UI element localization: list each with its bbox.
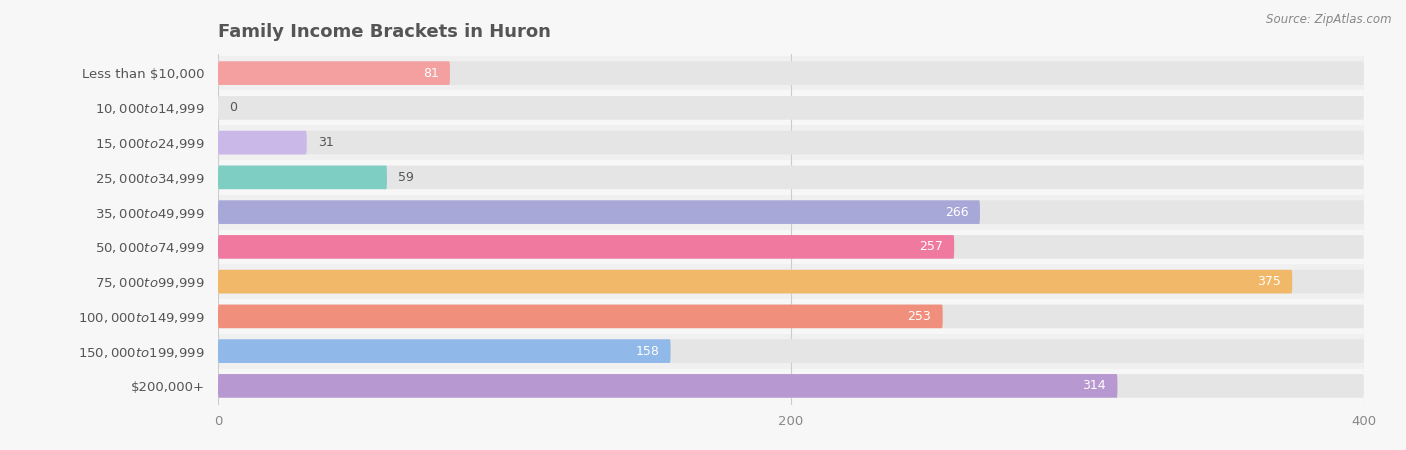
Bar	[218, 334, 1364, 369]
Text: 59: 59	[398, 171, 415, 184]
Text: Family Income Brackets in Huron: Family Income Brackets in Huron	[218, 23, 551, 41]
Bar	[218, 160, 1364, 195]
Bar	[218, 195, 1364, 230]
FancyBboxPatch shape	[218, 200, 980, 224]
FancyBboxPatch shape	[218, 339, 671, 363]
Text: 81: 81	[423, 67, 439, 80]
FancyBboxPatch shape	[218, 270, 1292, 293]
Bar	[218, 264, 1364, 299]
FancyBboxPatch shape	[218, 339, 1364, 363]
FancyBboxPatch shape	[218, 270, 1364, 293]
FancyBboxPatch shape	[218, 131, 1364, 154]
Text: 266: 266	[945, 206, 969, 219]
Text: 253: 253	[907, 310, 931, 323]
Text: 31: 31	[318, 136, 335, 149]
FancyBboxPatch shape	[218, 96, 1364, 120]
Text: Source: ZipAtlas.com: Source: ZipAtlas.com	[1267, 14, 1392, 27]
FancyBboxPatch shape	[218, 305, 1364, 328]
Bar	[218, 230, 1364, 264]
Bar	[218, 56, 1364, 90]
FancyBboxPatch shape	[218, 61, 1364, 85]
FancyBboxPatch shape	[218, 235, 955, 259]
Text: 257: 257	[920, 240, 942, 253]
FancyBboxPatch shape	[218, 131, 307, 154]
FancyBboxPatch shape	[218, 166, 387, 189]
Bar	[218, 90, 1364, 125]
FancyBboxPatch shape	[218, 374, 1364, 398]
Bar	[218, 125, 1364, 160]
Text: 375: 375	[1257, 275, 1281, 288]
FancyBboxPatch shape	[218, 374, 1118, 398]
Text: 314: 314	[1083, 379, 1107, 392]
Text: 0: 0	[229, 101, 238, 114]
Text: 158: 158	[636, 345, 659, 358]
FancyBboxPatch shape	[218, 305, 942, 328]
FancyBboxPatch shape	[218, 61, 450, 85]
Bar	[218, 299, 1364, 334]
FancyBboxPatch shape	[218, 235, 1364, 259]
FancyBboxPatch shape	[218, 200, 1364, 224]
Bar	[218, 369, 1364, 403]
FancyBboxPatch shape	[218, 166, 1364, 189]
